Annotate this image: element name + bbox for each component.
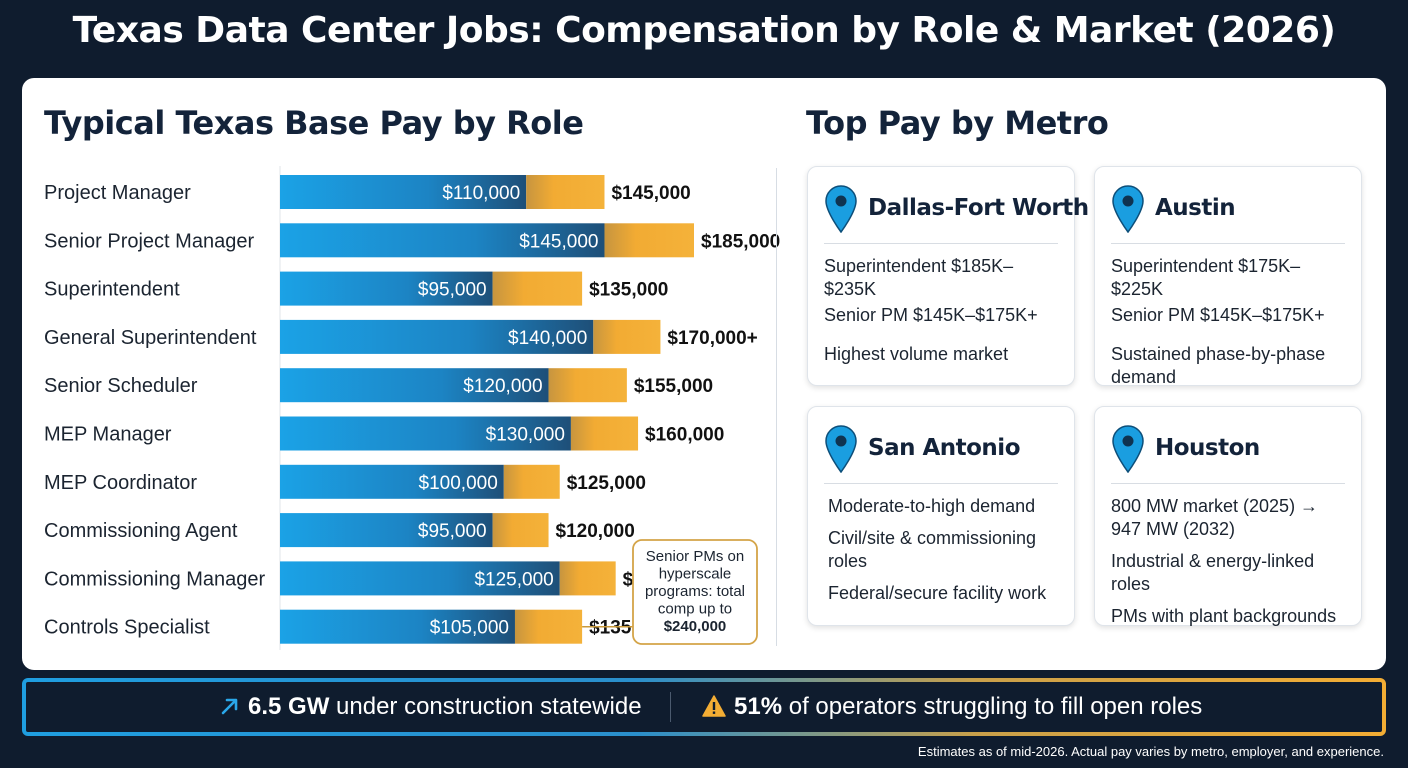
map-pin-icon <box>1112 185 1144 233</box>
low-value-label: $95,000 <box>418 280 487 301</box>
low-value-label: $95,000 <box>418 521 487 542</box>
bar-high <box>604 223 694 258</box>
high-value-label: $155,000 <box>634 376 713 397</box>
metro-pay-line: Superintendent $185K–$235K <box>824 256 1014 299</box>
category-label: MEP Coordinator <box>44 472 197 494</box>
low-value-label: $145,000 <box>519 231 598 252</box>
metro-name: Dallas-Fort Worth <box>868 195 1089 221</box>
stat-under-construction: 6.5 GW under construction statewide <box>220 682 642 732</box>
metro-note: Federal/secure facility work <box>828 583 1047 603</box>
metro-note: Sustained phase-by-phase demand <box>1111 344 1326 387</box>
low-value-label: $105,000 <box>430 618 509 639</box>
annotation-box <box>632 539 758 645</box>
metro-card-dallas-fort-worth: Dallas-Fort Worth Superintendent $185K–$… <box>807 166 1089 386</box>
bar-low <box>280 223 605 258</box>
annotation-text: Senior PMs on <box>646 548 744 565</box>
card-divider <box>824 483 1058 484</box>
stat-text: under construction statewide <box>329 693 642 720</box>
category-label: Senior Scheduler <box>44 375 198 397</box>
card-divider <box>824 243 1058 244</box>
metro-note: Industrial & energy-linked roles <box>1111 551 1315 594</box>
bar-low <box>280 175 527 209</box>
low-value-label: $120,000 <box>463 376 542 397</box>
metro-name: San Antonio <box>868 435 1021 461</box>
bar-high <box>492 513 549 548</box>
category-label: Project Manager <box>44 182 191 204</box>
category-label: Commissioning Manager <box>44 568 266 590</box>
category-label: Controls Specialist <box>44 617 210 639</box>
low-value-label: $110,000 <box>442 183 520 204</box>
bar-low <box>280 609 515 644</box>
chart-section-title: Typical Texas Base Pay by Role <box>44 104 584 142</box>
metro-card-austin: Austin Superintendent $175K–$225K Senior… <box>1094 166 1362 387</box>
annotation-text: $240,000 <box>664 618 727 635</box>
stat-text: of operators struggling to fill open rol… <box>782 693 1203 720</box>
high-value-label: $145,000 <box>611 183 690 204</box>
metro-pay-line: Superintendent $175K–$225K <box>1111 256 1301 299</box>
high-value-label: $185,000 <box>701 231 780 252</box>
section-divider <box>776 168 777 646</box>
metro-note: PMs with plant backgrounds <box>1111 606 1337 626</box>
card-divider <box>1111 243 1345 244</box>
high-value-label: $135,000 <box>589 280 668 301</box>
metro-card-houston: Houston 800 MW market (2025) → 947 MW (2… <box>1094 406 1362 626</box>
bar-high <box>570 416 639 451</box>
bar-high <box>593 319 661 354</box>
pay-range-chart: Project Manager $110,000 $145,000 Senior Pr… <box>44 166 780 650</box>
stat-operators-struggling: 51% of operators struggling to fill open… <box>702 682 1202 732</box>
bar-low <box>280 464 504 499</box>
category-label: Superintendent <box>44 279 180 301</box>
bar-low <box>280 513 493 548</box>
annotation-text: programs: total <box>645 583 745 600</box>
stat-separator <box>670 692 671 722</box>
map-pin-icon <box>825 425 857 473</box>
map-pin-icon <box>1112 425 1144 473</box>
annotation-text: comp up to <box>658 601 732 618</box>
stat-value: 51% <box>734 693 783 720</box>
category-label: MEP Manager <box>44 424 172 446</box>
metro-pay-line: Senior PM $145K–$175K+ <box>1111 305 1325 325</box>
card-divider <box>1111 483 1345 484</box>
content-panel: Typical Texas Base Pay by Role Top Pay b… <box>22 78 1386 670</box>
map-pin-icon <box>825 185 857 233</box>
metro-note: 800 MW market (2025) → 947 MW (2032) <box>1111 496 1319 539</box>
trend-up-arrow-icon <box>221 698 238 714</box>
stats-banner: 6.5 GW under construction statewide 51% … <box>22 678 1386 736</box>
low-value-label: $125,000 <box>474 569 553 590</box>
metro-name: Austin <box>1155 195 1236 221</box>
metro-name: Houston <box>1155 435 1260 461</box>
bar-high <box>503 464 560 499</box>
low-value-label: $140,000 <box>508 328 587 349</box>
bar-low <box>280 368 549 403</box>
metro-section-title: Top Pay by Metro <box>806 104 1109 142</box>
bar-low <box>280 561 560 596</box>
metro-note: Civil/site & commissioning roles <box>828 528 1037 571</box>
high-value-label: $160,000 <box>645 425 724 446</box>
bar-low <box>280 271 493 306</box>
high-value-label: $125,000 <box>567 473 646 494</box>
metro-card-san-antonio: San Antonio Moderate-to-high demand Civi… <box>807 406 1075 626</box>
category-label: General Superintendent <box>44 327 257 349</box>
annotation-text: hyperscale <box>659 566 732 583</box>
bar-high <box>526 175 605 209</box>
metro-pay-line: Senior PM $145K–$175K+ <box>824 305 1038 325</box>
metro-note: Highest volume market <box>824 344 1009 364</box>
stat-value: 6.5 GW <box>248 693 330 720</box>
bar-low <box>280 416 571 451</box>
metro-note: Moderate-to-high demand <box>828 496 1036 516</box>
low-value-label: $100,000 <box>419 473 498 494</box>
high-value-label: $120,000 <box>556 521 635 542</box>
bar-low <box>280 319 594 354</box>
bar-high <box>559 561 616 596</box>
bar-high <box>514 609 583 644</box>
category-label: Senior Project Manager <box>44 230 254 252</box>
warning-icon <box>702 694 726 717</box>
bar-high <box>492 271 583 306</box>
footnote: Estimates as of mid-2026. Actual pay var… <box>917 744 1384 759</box>
bar-high <box>548 368 627 403</box>
low-value-label: $130,000 <box>486 425 565 446</box>
category-label: Commissioning Agent <box>44 520 238 542</box>
page-title: Texas Data Center Jobs: Compensation by … <box>72 10 1336 51</box>
high-value-label: $170,000+ <box>667 328 757 349</box>
